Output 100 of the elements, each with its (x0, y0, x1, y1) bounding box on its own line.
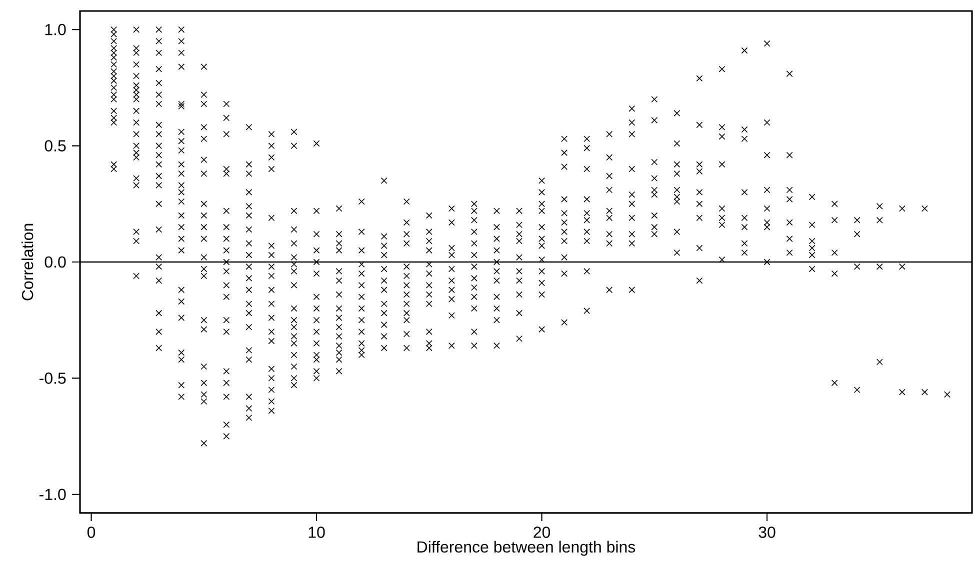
point (944, 391, 950, 398)
point (336, 291, 342, 298)
point (493, 247, 500, 254)
point (313, 316, 320, 324)
point (516, 310, 522, 316)
point (178, 170, 185, 177)
point (336, 230, 342, 238)
point (470, 328, 478, 335)
point (538, 208, 545, 214)
point (200, 316, 208, 324)
point (133, 86, 140, 94)
point (854, 263, 860, 270)
point (268, 154, 275, 161)
point (156, 152, 162, 158)
point (246, 286, 252, 294)
point (426, 300, 432, 308)
point (336, 247, 342, 254)
point (223, 208, 230, 214)
point (606, 214, 613, 222)
point (200, 266, 208, 272)
point (448, 252, 455, 258)
point (223, 114, 230, 122)
point (200, 440, 208, 446)
point (110, 108, 118, 114)
point (268, 328, 275, 335)
point (628, 166, 636, 172)
point (110, 161, 118, 168)
point (448, 219, 455, 226)
point (336, 268, 342, 275)
point (336, 324, 342, 330)
point (808, 266, 816, 272)
point (561, 238, 568, 244)
point (268, 286, 275, 294)
point (380, 233, 388, 240)
point (223, 100, 230, 108)
point (313, 208, 320, 214)
point (358, 294, 365, 300)
point (426, 328, 432, 335)
point (516, 335, 522, 342)
point (561, 196, 568, 202)
point (764, 258, 770, 266)
point (178, 349, 185, 356)
point (133, 61, 140, 68)
point (313, 328, 320, 335)
point (561, 210, 568, 216)
point (403, 282, 410, 288)
point (584, 308, 590, 314)
point (380, 344, 388, 352)
point (200, 136, 208, 142)
point (223, 294, 230, 300)
point (448, 342, 455, 349)
point (403, 230, 410, 238)
point (584, 268, 590, 275)
point (584, 216, 590, 224)
point (448, 312, 455, 319)
point (268, 214, 275, 222)
point (358, 270, 365, 277)
point (313, 368, 320, 374)
point (651, 175, 658, 182)
point (290, 226, 298, 233)
point (493, 224, 500, 230)
point (336, 314, 342, 321)
point (156, 130, 162, 138)
point (854, 386, 860, 394)
point (764, 119, 770, 126)
point (268, 130, 275, 138)
point (268, 142, 275, 150)
point (876, 263, 883, 270)
point (200, 398, 208, 405)
point (156, 328, 162, 335)
point (336, 305, 342, 312)
point (200, 100, 208, 108)
point (628, 286, 636, 294)
point (133, 108, 140, 114)
point (156, 182, 162, 189)
point (493, 342, 500, 349)
point (268, 338, 275, 344)
point (854, 216, 860, 224)
point (268, 314, 275, 321)
point (493, 316, 500, 324)
point (110, 61, 118, 68)
point (674, 170, 680, 177)
point (606, 208, 613, 214)
point (561, 270, 568, 277)
point (133, 228, 140, 235)
point (246, 226, 252, 233)
point (246, 212, 252, 219)
point (178, 236, 185, 242)
point (336, 205, 342, 212)
point (516, 291, 522, 298)
point (246, 263, 252, 270)
point (651, 191, 658, 198)
point (290, 382, 298, 388)
point (133, 150, 140, 156)
point (538, 326, 545, 333)
point (831, 270, 838, 277)
point (470, 263, 478, 270)
point (470, 275, 478, 282)
point (268, 166, 275, 172)
point (876, 358, 883, 366)
